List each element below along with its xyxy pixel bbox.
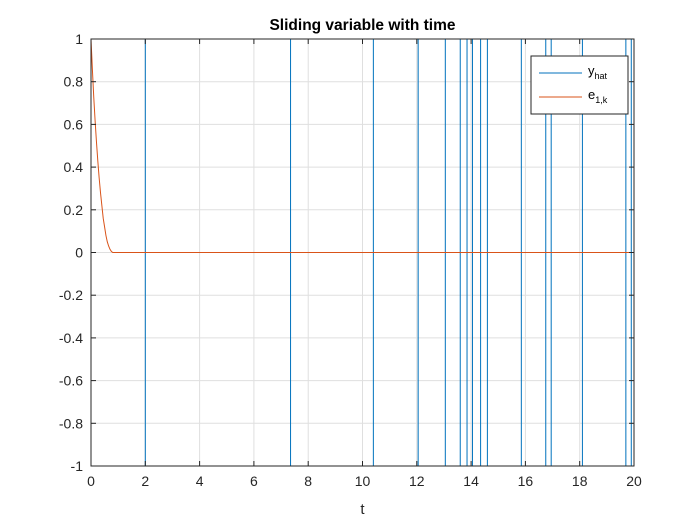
legend: yhat e1,k: [530, 55, 629, 115]
x-tick-label: 16: [518, 473, 534, 489]
y-tick-label: -0.6: [59, 373, 83, 389]
y-tick-label: 0.6: [64, 116, 84, 132]
x-tick-label: 20: [626, 473, 642, 489]
x-tick-label: 12: [409, 473, 425, 489]
y-tick-label: 0.2: [64, 202, 84, 218]
y-tick-label: -0.2: [59, 287, 83, 303]
x-tick-label: 6: [250, 473, 258, 489]
y-tick-label: 1: [75, 31, 83, 47]
x-tick-label: 2: [141, 473, 149, 489]
y-tick-label: 0.8: [64, 74, 84, 90]
chart-title: Sliding variable with time: [269, 17, 455, 34]
x-tick-label: 14: [463, 473, 479, 489]
y-tick-label: 0.4: [64, 159, 84, 175]
y-tick-label: -0.8: [59, 415, 83, 431]
x-tick-label: 8: [304, 473, 312, 489]
x-tick-label: 10: [355, 473, 371, 489]
y-tick-label: 0: [75, 245, 83, 261]
x-tick-label: 4: [196, 473, 204, 489]
tick-labels: 0 2 4 6 8 10 12 14 16 18 20 -1 -0.8 -0.6 -0.4 -0.2 0 0.2 0…: [59, 31, 642, 489]
tick-marks: [90, 38, 635, 467]
legend-entry: e1,k: [588, 87, 608, 105]
y-tick-label: -1: [71, 458, 84, 474]
x-axis-label: t: [360, 501, 365, 518]
x-tick-label: 0: [87, 473, 95, 489]
y-tick-label: -0.4: [59, 330, 83, 346]
x-tick-label: 18: [572, 473, 588, 489]
series-line-e-1k: [90, 38, 634, 253]
legend-box: [530, 55, 629, 115]
legend-entry: yhat: [588, 63, 608, 81]
